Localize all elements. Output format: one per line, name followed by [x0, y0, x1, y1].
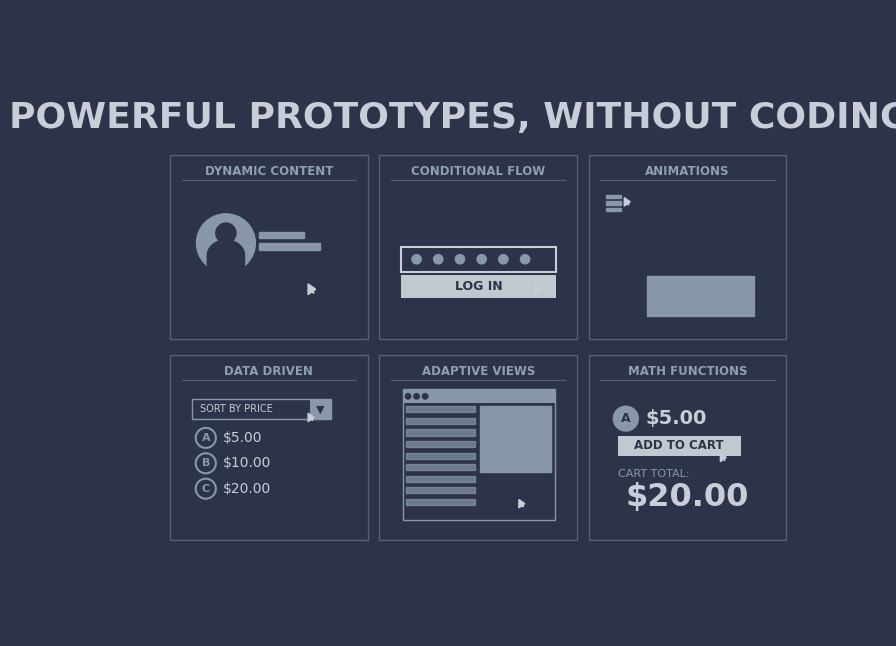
Text: $10.00: $10.00: [223, 456, 271, 470]
Text: $5.00: $5.00: [223, 431, 263, 445]
Text: ▼: ▼: [316, 404, 324, 414]
Text: ADAPTIVE VIEWS: ADAPTIVE VIEWS: [421, 365, 535, 378]
Circle shape: [422, 393, 427, 399]
Bar: [402, 390, 556, 520]
Polygon shape: [308, 284, 315, 295]
Bar: [379, 355, 577, 539]
Text: MATH FUNCTIONS: MATH FUNCTIONS: [628, 365, 747, 378]
Circle shape: [499, 255, 508, 264]
Bar: [606, 209, 621, 211]
Polygon shape: [207, 240, 245, 273]
Bar: [401, 247, 556, 271]
Text: DATA DRIVEN: DATA DRIVEN: [225, 365, 314, 378]
Circle shape: [613, 406, 639, 432]
Bar: [406, 406, 476, 412]
Text: $20.00: $20.00: [625, 482, 749, 513]
Bar: [406, 464, 476, 470]
Circle shape: [455, 255, 465, 264]
Bar: [406, 452, 476, 459]
Circle shape: [434, 255, 443, 264]
Bar: [310, 399, 332, 419]
Bar: [402, 390, 556, 403]
Bar: [606, 202, 621, 205]
Circle shape: [414, 393, 419, 399]
Circle shape: [196, 214, 255, 273]
Bar: [406, 499, 476, 505]
Bar: [618, 435, 740, 456]
Polygon shape: [519, 499, 525, 508]
Text: B: B: [202, 458, 210, 468]
Text: CONDITIONAL FLOW: CONDITIONAL FLOW: [411, 165, 546, 178]
Bar: [170, 154, 367, 339]
Bar: [379, 154, 577, 339]
Text: ANIMATIONS: ANIMATIONS: [645, 165, 729, 178]
Text: A: A: [621, 412, 631, 425]
Text: A: A: [202, 433, 210, 443]
Bar: [170, 355, 367, 539]
Circle shape: [521, 255, 530, 264]
Bar: [401, 275, 556, 298]
Bar: [192, 399, 332, 419]
Text: $5.00: $5.00: [646, 409, 707, 428]
Text: LOG IN: LOG IN: [455, 280, 503, 293]
Circle shape: [477, 255, 487, 264]
Text: DYNAMIC CONTENT: DYNAMIC CONTENT: [205, 165, 333, 178]
Text: $20.00: $20.00: [223, 482, 271, 495]
Text: CART TOTAL:: CART TOTAL:: [618, 469, 690, 479]
Circle shape: [195, 453, 216, 474]
Bar: [589, 154, 787, 339]
Bar: [406, 418, 476, 424]
Text: C: C: [202, 484, 210, 494]
Circle shape: [405, 393, 410, 399]
Bar: [406, 430, 476, 435]
Text: POWERFUL PROTOTYPES, WITHOUT CODING: POWERFUL PROTOTYPES, WITHOUT CODING: [9, 101, 896, 134]
Bar: [606, 194, 621, 198]
Bar: [406, 441, 476, 447]
Text: ADD TO CART: ADD TO CART: [634, 439, 724, 452]
Polygon shape: [534, 286, 540, 294]
Circle shape: [216, 223, 236, 243]
Bar: [259, 231, 305, 238]
Bar: [480, 406, 551, 472]
Circle shape: [195, 479, 216, 499]
Text: SORT BY PRICE: SORT BY PRICE: [200, 404, 272, 414]
Polygon shape: [720, 453, 727, 462]
Bar: [406, 475, 476, 482]
Bar: [259, 243, 320, 250]
Bar: [647, 276, 754, 317]
Bar: [406, 487, 476, 494]
Polygon shape: [308, 413, 314, 422]
Bar: [589, 355, 787, 539]
Circle shape: [412, 255, 421, 264]
Polygon shape: [625, 198, 630, 206]
Circle shape: [195, 428, 216, 448]
